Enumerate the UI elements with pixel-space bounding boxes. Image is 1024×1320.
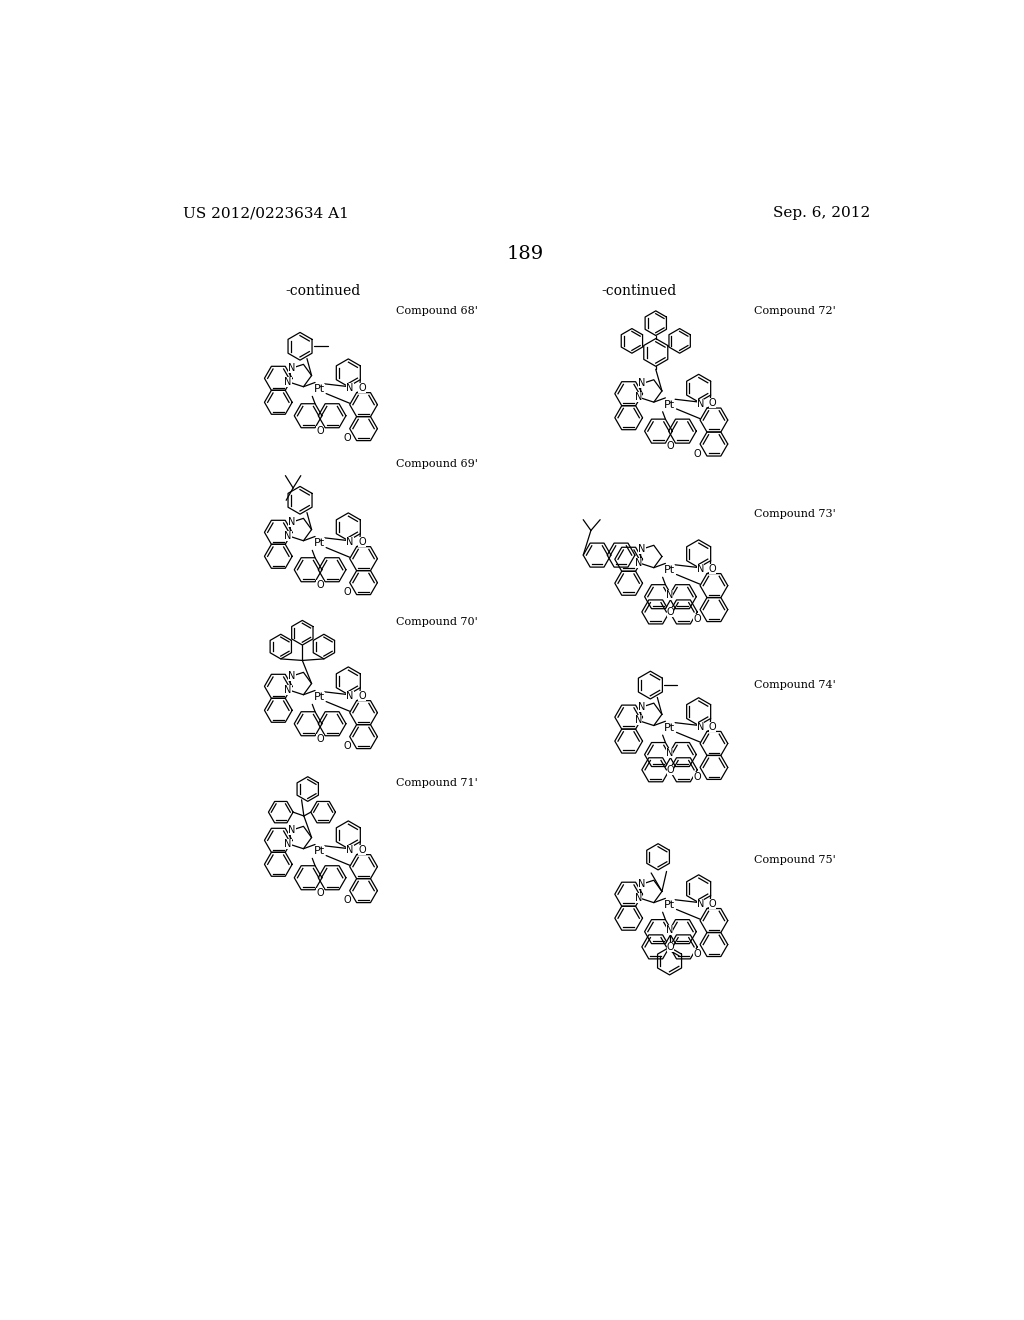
Text: N: N — [639, 379, 646, 388]
Text: Compound 71': Compound 71' — [396, 779, 478, 788]
Text: -continued: -continued — [601, 284, 677, 298]
Text: O: O — [693, 614, 701, 624]
Text: N: N — [666, 590, 673, 601]
Text: Pt: Pt — [664, 400, 675, 409]
Text: O: O — [667, 764, 675, 775]
Text: N: N — [285, 531, 292, 541]
Text: N: N — [288, 825, 296, 834]
Text: Compound 75': Compound 75' — [755, 855, 836, 865]
Text: O: O — [709, 722, 717, 731]
Text: N: N — [288, 671, 296, 681]
Text: O: O — [316, 734, 324, 744]
Text: N: N — [346, 692, 353, 701]
Text: N: N — [696, 564, 703, 574]
Text: N: N — [696, 722, 703, 733]
Text: N: N — [666, 925, 673, 936]
Text: Pt: Pt — [313, 693, 325, 702]
Text: N: N — [666, 748, 673, 758]
Text: N: N — [696, 399, 703, 409]
Text: N: N — [285, 685, 292, 694]
Text: N: N — [288, 517, 296, 527]
Text: N: N — [696, 899, 703, 909]
Text: O: O — [709, 399, 717, 408]
Text: Compound 72': Compound 72' — [755, 306, 836, 317]
Text: N: N — [346, 383, 353, 393]
Text: Compound 73': Compound 73' — [755, 508, 836, 519]
Text: O: O — [693, 449, 701, 459]
Text: N: N — [635, 392, 642, 403]
Text: O: O — [343, 433, 351, 444]
Text: N: N — [635, 892, 642, 903]
Text: O: O — [693, 772, 701, 783]
Text: N: N — [288, 363, 296, 372]
Text: N: N — [639, 702, 646, 711]
Text: N: N — [635, 557, 642, 568]
Text: Compound 70': Compound 70' — [396, 616, 478, 627]
Text: O: O — [709, 899, 717, 909]
Text: Sep. 6, 2012: Sep. 6, 2012 — [772, 206, 869, 220]
Text: Pt: Pt — [313, 384, 325, 395]
Text: Pt: Pt — [664, 723, 675, 733]
Text: Pt: Pt — [664, 900, 675, 911]
Text: O: O — [358, 383, 366, 393]
Text: Compound 74': Compound 74' — [755, 681, 836, 690]
Text: O: O — [316, 888, 324, 898]
Text: O: O — [667, 607, 675, 616]
Text: O: O — [343, 895, 351, 906]
Text: Pt: Pt — [313, 539, 325, 548]
Text: N: N — [635, 715, 642, 726]
Text: N: N — [346, 845, 353, 855]
Text: US 2012/0223634 A1: US 2012/0223634 A1 — [183, 206, 349, 220]
Text: O: O — [709, 564, 717, 574]
Text: -continued: -continued — [286, 284, 360, 298]
Text: N: N — [285, 838, 292, 849]
Text: O: O — [316, 426, 324, 436]
Text: O: O — [358, 537, 366, 546]
Text: N: N — [639, 544, 646, 554]
Text: O: O — [358, 845, 366, 855]
Text: O: O — [667, 441, 675, 451]
Text: O: O — [667, 942, 675, 952]
Text: O: O — [343, 742, 351, 751]
Text: N: N — [639, 879, 646, 888]
Text: O: O — [316, 579, 324, 590]
Text: O: O — [693, 949, 701, 960]
Text: N: N — [285, 376, 292, 387]
Text: O: O — [358, 690, 366, 701]
Text: N: N — [346, 537, 353, 548]
Text: Compound 69': Compound 69' — [396, 459, 478, 469]
Text: Compound 68': Compound 68' — [396, 306, 478, 317]
Text: Pt: Pt — [664, 565, 675, 576]
Text: 189: 189 — [506, 244, 544, 263]
Text: Pt: Pt — [313, 846, 325, 857]
Text: O: O — [343, 587, 351, 598]
